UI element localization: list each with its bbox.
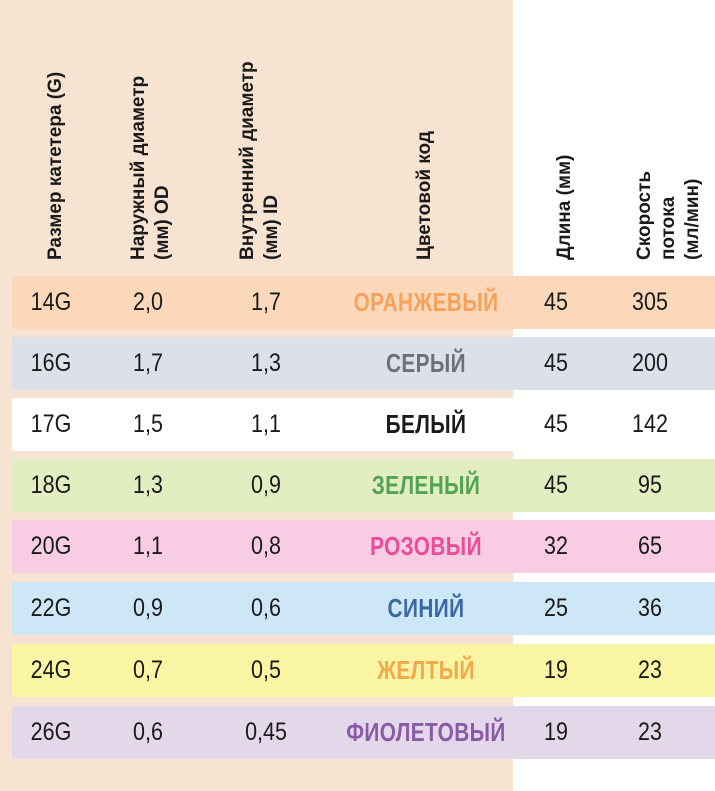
cell-id: 0,9 — [251, 471, 281, 499]
cell-od: 0,9 — [133, 594, 163, 622]
table-row: 26G 0,6 0,45 ФИОЛЕТОВЫЙ 19 23 — [12, 706, 715, 759]
cell-flow: 36 — [638, 594, 662, 622]
cell-id: 0,45 — [245, 718, 287, 746]
header-inner-diameter: Внутренний диаметр (мм) ID — [237, 61, 282, 260]
table-row: 24G 0,7 0,5 ЖЕЛТЫЙ 19 23 — [12, 644, 715, 697]
cell-od: 0,7 — [133, 656, 163, 684]
cell-size: 26G — [30, 718, 72, 746]
cell-od: 1,5 — [133, 410, 163, 438]
cell-color: ЗЕЛЕНЫЙ — [371, 470, 481, 500]
cell-id: 0,8 — [251, 532, 281, 560]
header-flow-rate: Скорость потока (мл/мин) — [634, 170, 703, 260]
cell-size: 16G — [30, 349, 72, 377]
cell-size: 17G — [30, 410, 72, 438]
cell-id: 1,7 — [251, 288, 281, 316]
table-row: 22G 0,9 0,6 СИНИЙ 25 36 — [12, 582, 715, 635]
cell-od: 1,7 — [133, 349, 163, 377]
cell-color: СИНИЙ — [387, 593, 465, 623]
table-row: 16G 1,7 1,3 СЕРЫЙ 45 200 — [12, 337, 715, 390]
cell-flow: 305 — [632, 288, 668, 316]
cell-length: 45 — [544, 288, 568, 316]
cell-length: 32 — [544, 532, 568, 560]
cell-color: ФИОЛЕТОВЫЙ — [346, 717, 506, 747]
cell-flow: 142 — [632, 410, 668, 438]
cell-color: РОЗОВЫЙ — [370, 531, 482, 561]
cell-od: 1,1 — [133, 532, 163, 560]
cell-od: 0,6 — [133, 718, 163, 746]
cell-flow: 23 — [638, 718, 662, 746]
cell-color: ЖЕЛТЫЙ — [377, 655, 475, 685]
cell-od: 2,0 — [133, 288, 163, 316]
cell-length: 25 — [544, 594, 568, 622]
cell-flow: 95 — [638, 471, 662, 499]
cell-length: 45 — [544, 349, 568, 377]
table-header: Размер катетера (G) Наружный диаметр (мм… — [0, 0, 715, 268]
cell-color: БЕЛЫЙ — [385, 409, 467, 439]
table-row: 18G 1,3 0,9 ЗЕЛЕНЫЙ 45 95 — [12, 459, 715, 512]
cell-flow: 200 — [632, 349, 668, 377]
cell-length: 45 — [544, 410, 568, 438]
cell-id: 1,3 — [251, 349, 281, 377]
cell-size: 22G — [30, 594, 72, 622]
table-row: 17G 1,5 1,1 БЕЛЫЙ 45 142 — [12, 398, 715, 451]
cell-length: 19 — [544, 656, 568, 684]
cell-size: 20G — [30, 532, 72, 560]
cell-id: 0,6 — [251, 594, 281, 622]
cell-size: 24G — [30, 656, 72, 684]
cell-id: 1,1 — [251, 410, 281, 438]
cell-size: 14G — [30, 288, 72, 316]
cell-flow: 23 — [638, 656, 662, 684]
header-length: Длина (мм) — [554, 154, 575, 260]
table-row: 14G 2,0 1,7 ОРАНЖЕВЫЙ 45 305 — [12, 276, 715, 329]
cell-color: ОРАНЖЕВЫЙ — [353, 287, 499, 317]
cell-flow: 65 — [638, 532, 662, 560]
cell-length: 19 — [544, 718, 568, 746]
table-row: 20G 1,1 0,8 РОЗОВЫЙ 32 65 — [12, 520, 715, 573]
cell-length: 45 — [544, 471, 568, 499]
cell-size: 18G — [30, 471, 72, 499]
cell-od: 1,3 — [133, 471, 163, 499]
header-outer-diameter: Наружный диаметр (мм) OD — [128, 75, 173, 260]
header-size: Размер катетера (G) — [45, 71, 66, 260]
cell-color: СЕРЫЙ — [385, 348, 467, 378]
header-color-code: Цветовой код — [414, 131, 435, 260]
cell-id: 0,5 — [251, 656, 281, 684]
